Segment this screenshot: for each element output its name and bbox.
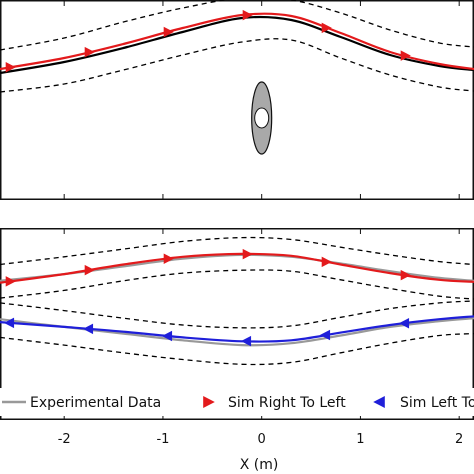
legend-label: Sim Left To Right (400, 395, 474, 411)
legend: Experimental Data Sim Right To Left Sim Le… (0, 388, 474, 416)
panel-1-series-5-line (0, 315, 474, 343)
panel-1-frame (0, 228, 474, 420)
panel-1-series-7-line (0, 332, 474, 366)
x-tick-label: -1 (156, 432, 169, 447)
panel-1-series-5-marker (3, 317, 15, 329)
panel-0-series-1-marker (400, 50, 411, 61)
panel-1-series-1-marker (84, 264, 95, 276)
x-tick-label: 0 (258, 432, 266, 447)
panel-1-series-1-marker (242, 248, 253, 260)
x-axis-label: X (m) (240, 457, 279, 473)
panel-1-series-3-line (0, 269, 474, 300)
bottom-panel: -2 -1 0 1 2 (0, 228, 474, 447)
x-tick-label: -2 (58, 432, 71, 447)
panel-1-series-5-marker (398, 317, 410, 329)
panel-1-series-5-marker (240, 335, 252, 347)
legend-label: Sim Right To Left (228, 395, 346, 411)
legend-swatch (373, 396, 385, 408)
panel-0-series-1-marker (163, 26, 174, 38)
panel-1-series-1-marker (163, 253, 174, 264)
panel-1-series-1-marker (400, 269, 411, 281)
panel-1-series-6-line (0, 300, 474, 329)
panel-0-series-2-line (0, 0, 474, 51)
panel-0-series-3-line (0, 38, 474, 93)
panel-0-series-1-marker (242, 9, 253, 21)
legend-swatch (203, 396, 215, 408)
panel-1-series-5-marker (161, 330, 173, 342)
panel-1-series-5-marker (82, 323, 94, 335)
legend-label: Experimental Data (30, 395, 161, 411)
panel-0-series-1-marker (84, 46, 95, 58)
panel-1-series-2-line (0, 236, 474, 266)
panel-1-series-5-marker (319, 329, 331, 341)
panel-0-series-1-marker (5, 62, 16, 73)
panel-1-series-1-marker (321, 256, 332, 268)
panel-0-frame (0, 0, 474, 200)
legend-box (0, 388, 474, 416)
top-panel (0, 0, 474, 200)
x-tick-label: 1 (356, 432, 364, 447)
panel-0-series-0-line (0, 15, 474, 75)
obstacle-inner (254, 107, 270, 129)
panel-1-series-1-marker (5, 276, 16, 287)
panel-0-series-1-marker (321, 22, 332, 34)
x-tick-label: 2 (455, 432, 463, 447)
